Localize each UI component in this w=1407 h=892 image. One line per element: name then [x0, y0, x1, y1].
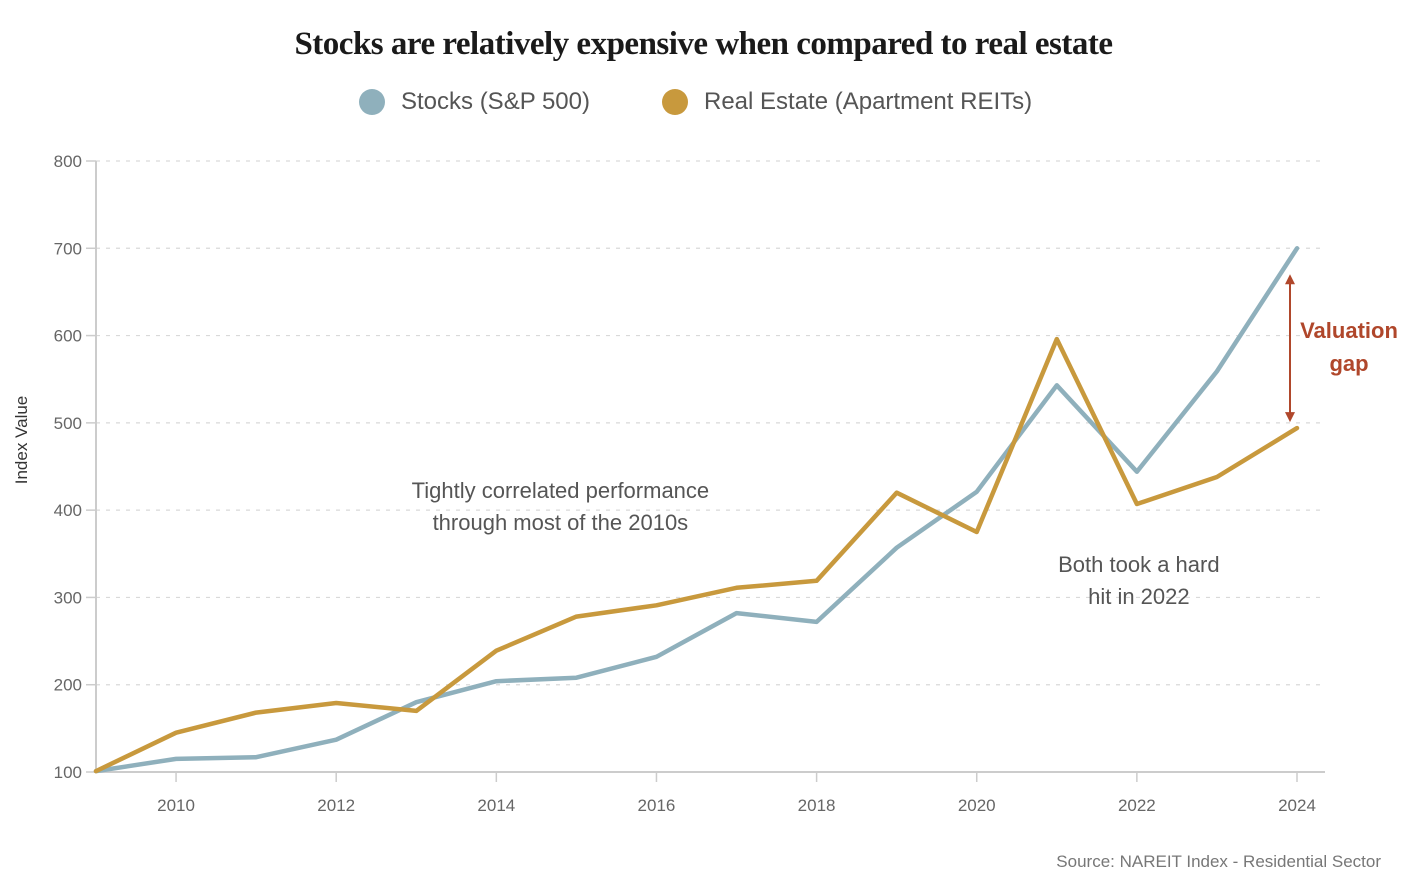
- legend-item-reits: Real Estate (Apartment REITs): [662, 88, 1032, 116]
- legend-swatch-stocks: [359, 89, 385, 115]
- y-tick-label: 700: [54, 239, 82, 258]
- legend-item-stocks: Stocks (S&P 500): [359, 88, 590, 116]
- x-tick-label: 2022: [1118, 796, 1156, 815]
- y-tick-label: 200: [54, 676, 82, 695]
- annotation-correlation: Tightly correlated performance: [412, 478, 710, 503]
- x-tick-label: 2024: [1278, 796, 1316, 815]
- x-tick-label: 2010: [157, 796, 195, 815]
- legend-label-stocks: Stocks (S&P 500): [401, 88, 590, 115]
- arrow-up-icon: [1285, 274, 1295, 285]
- x-tick-label: 2016: [638, 796, 676, 815]
- annotation-correlation: through most of the 2010s: [433, 510, 689, 535]
- arrow-down-icon: [1285, 412, 1295, 423]
- y-tick-label: 500: [54, 414, 82, 433]
- annotation-valuation-gap: gap: [1329, 351, 1368, 376]
- annotation-2022-hit: Both took a hard: [1058, 552, 1219, 577]
- legend-label-reits: Real Estate (Apartment REITs): [704, 88, 1033, 115]
- x-tick-label: 2014: [477, 796, 515, 815]
- y-tick-label: 800: [54, 152, 82, 171]
- x-tick-label: 2018: [798, 796, 836, 815]
- x-tick-label: 2012: [317, 796, 355, 815]
- chart-title: Stocks are relatively expensive when com…: [294, 26, 1113, 62]
- annotation-2022-hit: hit in 2022: [1088, 584, 1190, 609]
- y-tick-label: 600: [54, 327, 82, 346]
- source-note: Source: NAREIT Index - Residential Secto…: [1056, 852, 1381, 871]
- series-line-stocks: [93, 246, 1300, 774]
- x-tick-label: 2020: [958, 796, 996, 815]
- y-axis-label: Index Value: [12, 396, 31, 485]
- y-tick-label: 400: [54, 501, 82, 520]
- y-tick-label: 100: [54, 763, 82, 782]
- y-tick-label: 300: [54, 588, 82, 607]
- annotation-valuation-gap: Valuation: [1300, 318, 1398, 343]
- series-line-reits: [93, 336, 1300, 774]
- legend-swatch-reits: [662, 89, 688, 115]
